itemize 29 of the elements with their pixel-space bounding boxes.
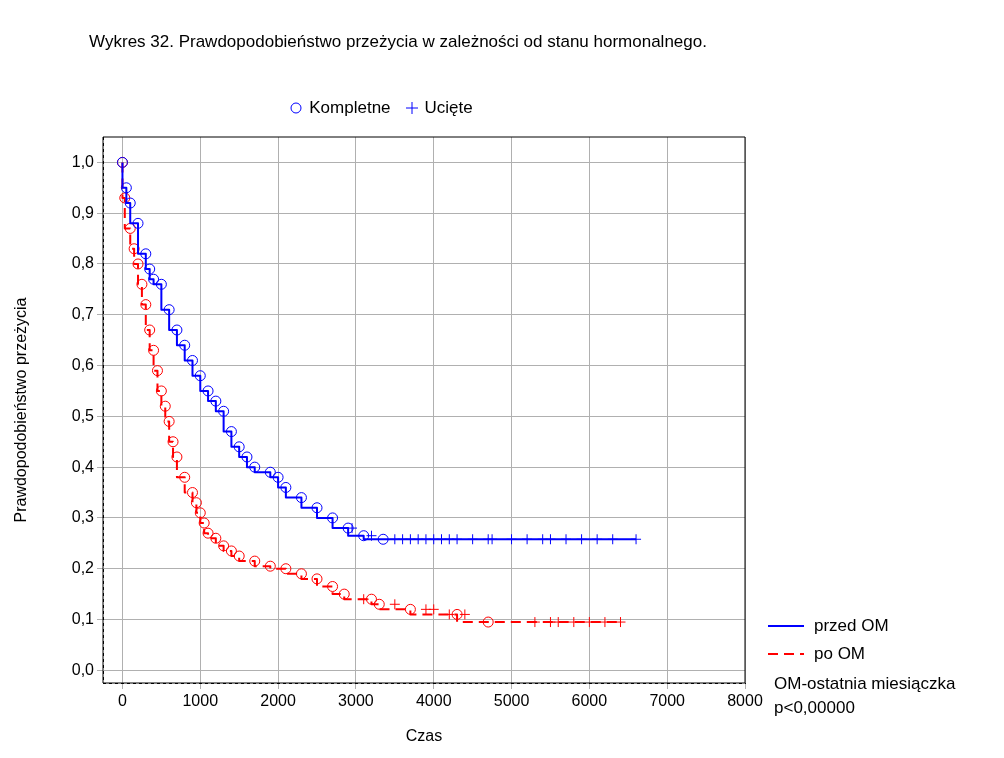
legend-label: Ucięte (424, 98, 473, 118)
text: p<0,00000 (774, 697, 856, 719)
x-tick-label: 1000 (182, 692, 219, 710)
legend-label: przed OM (814, 616, 889, 636)
x-tick-label: 7000 (649, 692, 686, 710)
y-tick-label: 0,7 (71, 305, 95, 323)
legend-label: po OM (814, 644, 866, 664)
x-tick-label: 2000 (260, 692, 296, 710)
y-tick-label: 0,1 (71, 609, 95, 627)
y-tick-label: 0,2 (71, 559, 95, 577)
x-tick-label: 3000 (338, 692, 374, 710)
text: OM-ostatnia miesiączka (774, 673, 956, 695)
x-axis-title: Czas (405, 726, 443, 744)
y-tick-label: 0,3 (71, 508, 95, 526)
y-axis-title: Prawdopodobieństwo przeżycia (12, 297, 30, 523)
y-tick-label: 1,0 (71, 152, 95, 170)
legend-label: Kompletne (309, 98, 391, 118)
x-tick-label: 8000 (727, 692, 763, 710)
x-tick-label: 6000 (571, 692, 608, 710)
x-tick-label: 0 (118, 692, 127, 710)
x-tick-label: 4000 (415, 692, 452, 710)
y-tick-label: 0,6 (71, 355, 95, 373)
y-tick-label: 0,4 (71, 457, 95, 475)
x-tick-label: 5000 (493, 692, 530, 710)
y-tick-label: 0,5 (71, 406, 95, 424)
y-tick-label: 0,9 (71, 203, 95, 221)
y-tick-label: 0,0 (71, 660, 95, 678)
chart-title: Wykres 32. Prawdopodobieństwo przeżycia w zależności od stanu hormonalnego. (88, 31, 708, 53)
y-tick-label: 0,8 (71, 254, 95, 272)
